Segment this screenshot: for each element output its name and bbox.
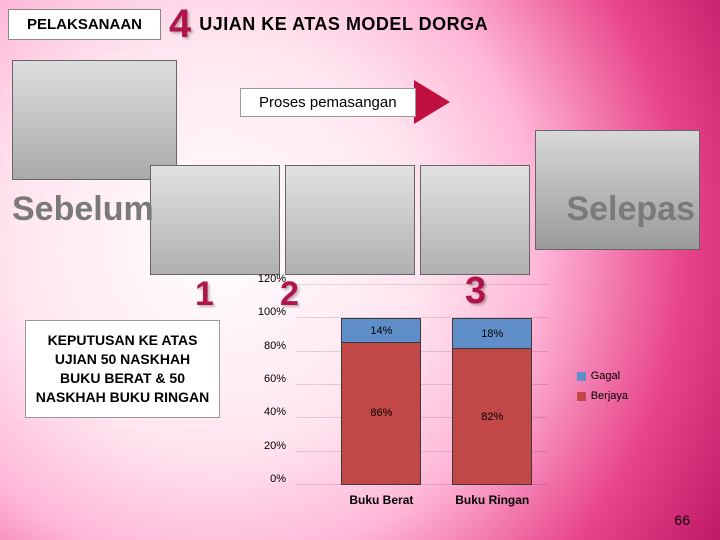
step-num-1: 1: [195, 275, 214, 314]
chart-ytick: 40%: [264, 406, 286, 418]
photo-step-3: [420, 165, 530, 275]
result-chart: 0%20%40%60%80%100%120% 14%86%18%82% Gaga…: [248, 285, 628, 515]
label-after: Selepas: [566, 190, 695, 229]
caption-box: KEPUTUSAN KE ATAS UJIAN 50 NASKHAH BUKU …: [25, 320, 220, 418]
photo-step-2: [285, 165, 415, 275]
chart-ytick: 120%: [258, 273, 286, 285]
legend-item: Gagal: [577, 370, 628, 382]
process-arrow: Proses pemasangan: [240, 80, 450, 124]
chart-x-label: Buku Ringan: [442, 493, 542, 507]
chart-ytick: 0%: [270, 473, 286, 485]
chart-segment-berjaya: 82%: [452, 348, 532, 485]
chart-segment-berjaya: 86%: [341, 342, 421, 485]
step-number-large: 4: [169, 4, 191, 44]
chart-ytick: 60%: [264, 373, 286, 385]
legend-swatch-icon: [577, 392, 586, 401]
chart-legend: Gagal Berjaya: [577, 370, 628, 410]
chart-gridline: [296, 284, 548, 285]
page-number: 66: [674, 512, 690, 528]
arrow-head-icon: [414, 80, 450, 124]
chart-bar: 18%82%: [452, 318, 532, 485]
chart-ytick: 20%: [264, 440, 286, 452]
chart-x-label: Buku Berat: [331, 493, 431, 507]
legend-swatch-icon: [577, 372, 586, 381]
label-before: Sebelum: [12, 190, 154, 229]
chart-ytick: 100%: [258, 306, 286, 318]
header: PELAKSANAAN 4 UJIAN KE ATAS MODEL DORGA: [8, 4, 712, 44]
photo-step-1: [150, 165, 280, 275]
page-title: UJIAN KE ATAS MODEL DORGA: [199, 14, 488, 35]
chart-segment-gagal: 14%: [341, 318, 421, 341]
chart-plot-area: 14%86% 18%82%: [296, 285, 548, 485]
photo-before: [12, 60, 177, 180]
arrow-label: Proses pemasangan: [240, 88, 416, 117]
tab-pelaksanaan: PELAKSANAAN: [8, 9, 161, 40]
chart-ytick: 80%: [264, 340, 286, 352]
legend-item: Berjaya: [577, 390, 628, 402]
chart-segment-gagal: 18%: [452, 318, 532, 348]
legend-label: Gagal: [591, 370, 620, 382]
chart-bar: 14%86%: [341, 318, 421, 485]
legend-label: Berjaya: [591, 390, 628, 402]
